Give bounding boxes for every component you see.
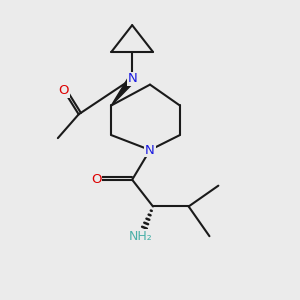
- Text: O: O: [58, 84, 69, 97]
- Text: N: N: [145, 143, 155, 157]
- Text: O: O: [91, 173, 102, 186]
- Text: N: N: [127, 72, 137, 85]
- Polygon shape: [111, 76, 135, 105]
- Text: NH₂: NH₂: [129, 230, 153, 243]
